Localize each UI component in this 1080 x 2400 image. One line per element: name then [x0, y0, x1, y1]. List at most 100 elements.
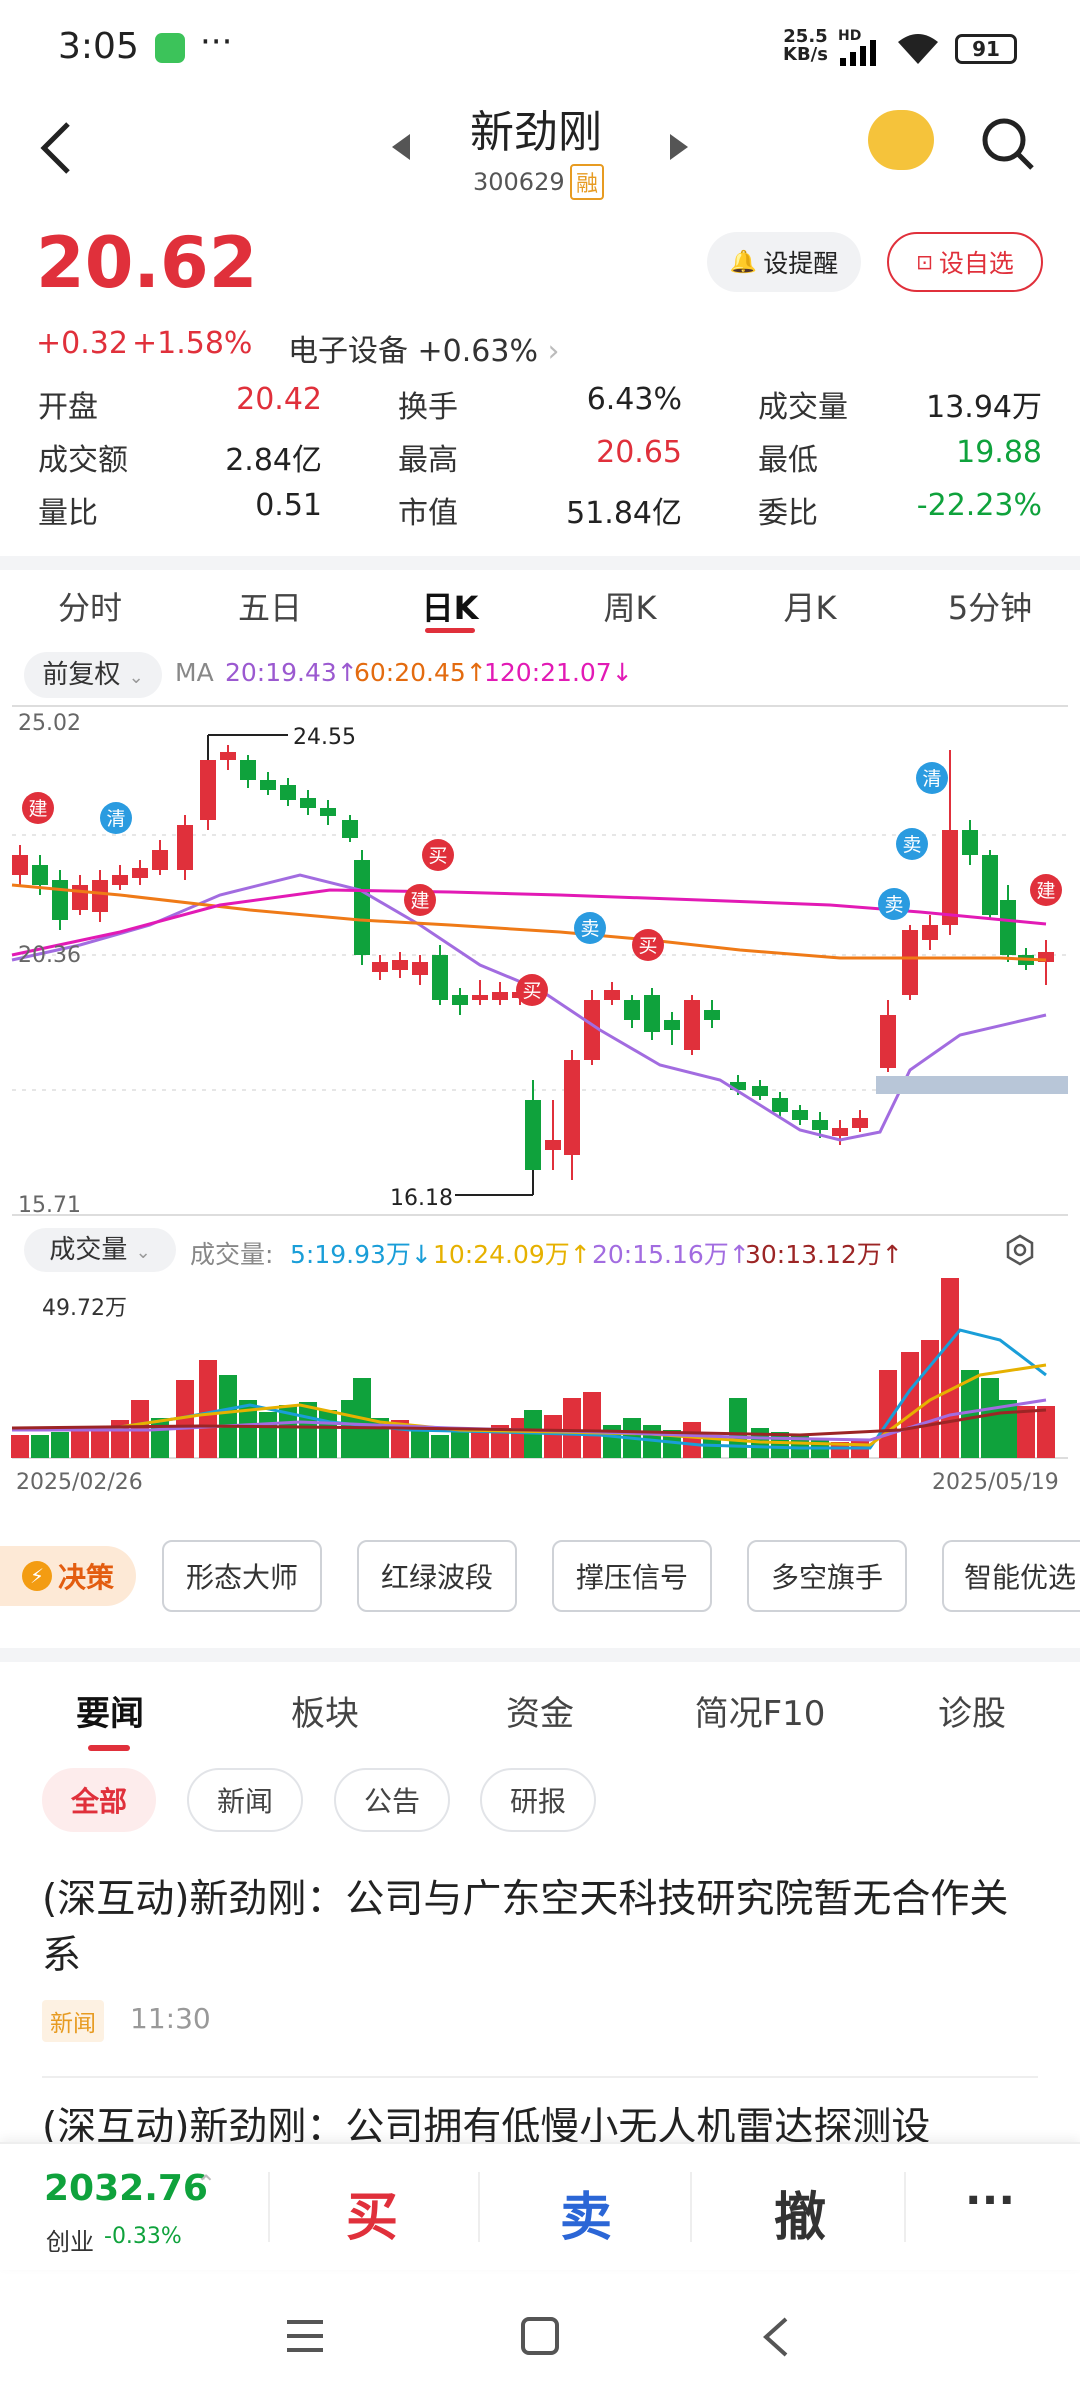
tool-smart-pick[interactable]: 智能优选: [942, 1540, 1080, 1612]
chip-announcements[interactable]: 公告: [334, 1768, 450, 1832]
candle: [772, 1098, 788, 1112]
stat-value: 51.84亿: [566, 496, 682, 531]
tab-capital[interactable]: 资金: [506, 1694, 574, 1734]
stat-label: 最低: [758, 443, 818, 478]
search-icon[interactable]: [980, 116, 1036, 172]
candle: [1000, 900, 1016, 955]
candle: [240, 760, 256, 780]
volume-bar: [279, 1405, 297, 1458]
tab-sector[interactable]: 板块: [291, 1694, 359, 1734]
stat-label: 成交额: [38, 443, 128, 478]
tool-support-resistance[interactable]: 撑压信号: [552, 1540, 712, 1612]
candle: [962, 830, 978, 855]
chevron-up-icon: ⌃: [196, 2170, 217, 2198]
home-nav-icon[interactable]: [520, 2316, 560, 2356]
volume-title: 成交量:: [190, 1240, 274, 1269]
divider: [690, 2172, 692, 2242]
candle: [260, 780, 276, 790]
tab-news[interactable]: 要闻: [76, 1694, 144, 1734]
stat-label: 最高: [398, 443, 458, 478]
back-nav-icon[interactable]: [760, 2316, 790, 2358]
next-stock-icon[interactable]: [668, 132, 690, 162]
tab-intraday[interactable]: 分时: [57, 589, 122, 627]
sell-button[interactable]: 卖: [559, 2188, 612, 2248]
watchlist-icon: ⊡: [916, 250, 933, 274]
buy-button[interactable]: 买: [345, 2188, 398, 2248]
tab-weekly-k[interactable]: 周K: [603, 589, 657, 627]
news-item-title[interactable]: (深互动)新劲刚：公司与广东空天科技研究院暂无合作关系: [42, 1877, 1009, 1978]
candle: [492, 992, 508, 1000]
mascot-icon[interactable]: [868, 110, 934, 170]
menu-nav-icon[interactable]: [285, 2318, 325, 2354]
vol5-value: 5:19.93万↓: [290, 1240, 432, 1269]
ma120-line: [11, 888, 1047, 957]
tab-active-underline: [425, 628, 475, 633]
vol10-value: 10:24.09万↑: [433, 1240, 591, 1269]
signal-marker-label: 买: [522, 980, 541, 1002]
tab-diagnosis[interactable]: 诊股: [938, 1694, 1006, 1734]
candle: [852, 1118, 868, 1128]
chip-all[interactable]: 全部: [42, 1768, 156, 1832]
stat-label: 成交量: [758, 390, 848, 425]
add-watchlist-button[interactable]: ⊡ 设自选: [887, 232, 1043, 292]
tool-bull-bear[interactable]: 多空旗手: [747, 1540, 907, 1612]
lightning-icon: ⚡: [21, 1561, 52, 1591]
volume-bar: [239, 1400, 257, 1458]
signal-marker-label: 卖: [902, 834, 921, 856]
decision-badge[interactable]: ⚡ 决策: [0, 1546, 136, 1606]
candle: [942, 830, 958, 925]
volume-bar: [431, 1435, 449, 1458]
x-start-date: 2025/02/26: [16, 1470, 143, 1495]
back-icon[interactable]: [38, 120, 74, 176]
sector-link[interactable]: 电子设备 +0.63% ›: [288, 334, 560, 369]
cancel-order-button[interactable]: 撤: [773, 2188, 826, 2248]
tab-five-minute[interactable]: 5分钟: [947, 589, 1033, 627]
candle: [354, 860, 370, 955]
candle: [452, 995, 468, 1005]
chip-news[interactable]: 新闻: [187, 1768, 303, 1832]
candlestick-chart[interactable]: 24.55 16.18 25.02 20.36 15.71 建清买建买卖买清卖卖…: [0, 700, 1080, 1220]
tool-red-green-band[interactable]: 红绿波段: [357, 1540, 517, 1612]
tab-monthly-k[interactable]: 月K: [783, 589, 837, 627]
candle: [92, 880, 108, 912]
tab-daily-k[interactable]: 日K: [421, 589, 479, 627]
volume-bar: [563, 1398, 581, 1458]
stat-value: 6.43%: [586, 382, 682, 417]
tab-five-day[interactable]: 五日: [237, 589, 302, 627]
index-value[interactable]: 2032.76: [44, 2168, 208, 2209]
news-item-title[interactable]: (深互动)新劲刚：公司拥有低慢小无人机雷达探测设: [42, 2105, 931, 2144]
more-button[interactable]: ···: [964, 2175, 1016, 2226]
bottom-trade-bar: [0, 2142, 1080, 2270]
stat-label: 换手: [398, 390, 458, 425]
index-pct: -0.33%: [104, 2224, 182, 2249]
stat-label: 市值: [398, 496, 458, 531]
divider: [478, 2172, 480, 2242]
prev-stock-icon[interactable]: [390, 132, 412, 162]
candle: [525, 1100, 541, 1170]
set-alert-button[interactable]: 🔔 设提醒: [707, 232, 861, 292]
chevron-down-icon: ⌄: [135, 1242, 151, 1263]
settings-icon[interactable]: [1004, 1234, 1036, 1266]
candle: [832, 1128, 848, 1136]
chip-research[interactable]: 研报: [480, 1768, 596, 1832]
candle: [902, 930, 918, 995]
volume-bar: [583, 1392, 601, 1458]
adjust-dropdown[interactable]: 前复权 ⌄: [24, 652, 162, 698]
stat-value: 0.51: [255, 488, 322, 523]
tab-f10[interactable]: 简况F10: [694, 1694, 826, 1734]
high-label: 24.55: [293, 725, 356, 750]
low-label: 16.18: [390, 1186, 453, 1211]
volume-bar: [71, 1430, 89, 1458]
index-name: 创业: [46, 2228, 94, 2256]
volume-bar: [31, 1435, 49, 1458]
ma20-line: [11, 873, 1047, 1142]
ma-prefix: MA: [175, 658, 214, 687]
signal-marker: [404, 884, 436, 916]
more-notifications-icon: ···: [200, 22, 233, 62]
volume-dropdown[interactable]: 成交量 ⌄: [24, 1228, 176, 1272]
tool-pattern-master[interactable]: 形态大师: [162, 1540, 322, 1612]
stat-value: -22.23%: [916, 488, 1042, 523]
divider: [904, 2172, 906, 2242]
volume-chart[interactable]: [0, 1270, 1080, 1460]
candle: [982, 855, 998, 915]
